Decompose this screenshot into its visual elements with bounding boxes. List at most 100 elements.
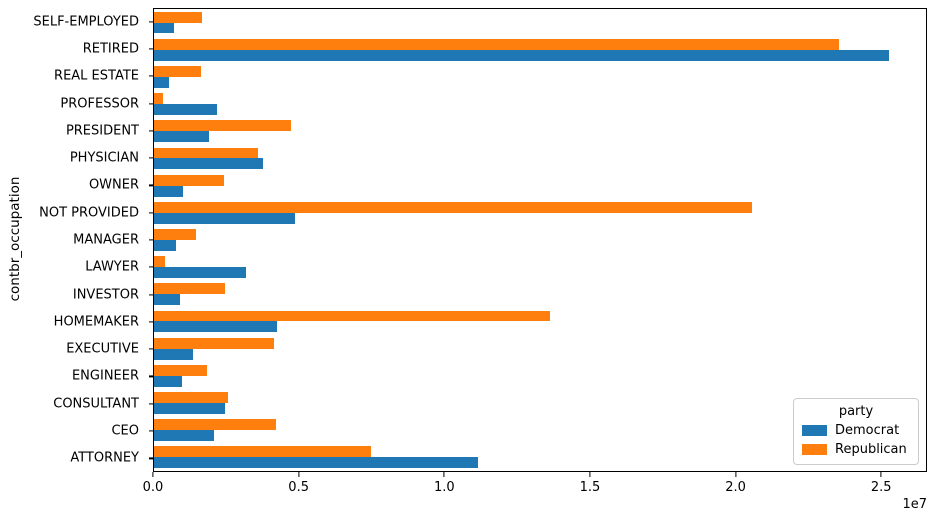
y-tick-mark: [149, 75, 153, 77]
bar-group: [154, 145, 926, 172]
bar-democrat: [154, 212, 296, 224]
bar-republican: [154, 11, 202, 23]
bar-democrat: [154, 22, 174, 34]
bar-democrat: [154, 104, 217, 115]
bar-democrat: [154, 402, 226, 414]
legend-title: party: [838, 404, 874, 419]
y-tick-mark: [149, 157, 153, 159]
bar-republican: [154, 337, 275, 349]
y-category-label: MANAGER: [73, 232, 139, 248]
x-tick-mark: [443, 472, 445, 477]
bar-republican: [154, 147, 259, 159]
legend-label-republican: Republican: [835, 442, 907, 457]
bar-republican: [154, 256, 166, 268]
bar-republican: [154, 283, 225, 295]
y-category-label: ENGINEER: [71, 368, 139, 384]
bar-group: [154, 389, 926, 416]
bar-group: [154, 36, 926, 63]
bar-republican: [154, 201, 752, 213]
bar-republican: [154, 229, 196, 240]
y-tick-mark: [149, 430, 153, 432]
y-category-label: ATTORNEY: [70, 450, 139, 466]
y-tick-mark: [149, 130, 153, 132]
x-tick-label: 0.0: [142, 480, 164, 495]
y-tick-mark: [149, 48, 153, 50]
bar-republican: [154, 419, 277, 431]
x-tick-label: 1.5: [579, 480, 601, 495]
bar-republican: [154, 174, 224, 186]
y-category-label: INVESTOR: [72, 287, 139, 303]
y-category-label: HOMEMAKER: [53, 314, 139, 330]
x-tick-mark: [152, 472, 154, 477]
bar-democrat: [154, 185, 184, 197]
bar-group: [154, 335, 926, 362]
y-tick-mark: [149, 293, 153, 296]
legend-swatch-republican: [802, 444, 827, 455]
bar-democrat: [154, 321, 278, 333]
bar-democrat: [154, 457, 478, 469]
bar-republican: [154, 38, 839, 50]
y-tick-mark: [149, 239, 153, 241]
bar-republican: [154, 446, 372, 458]
y-tick-mark: [149, 457, 153, 459]
y-category-label: PROFESSOR: [60, 96, 139, 112]
legend: party Democrat Republican: [793, 398, 919, 465]
bar-group: [154, 308, 926, 335]
y-category-label: SELF-EMPLOYED: [33, 14, 139, 30]
bar-democrat: [154, 76, 170, 88]
y-tick-mark: [149, 348, 153, 350]
x-tick-mark: [298, 472, 300, 477]
y-tick-mark: [149, 266, 153, 268]
y-category-label: OWNER: [88, 177, 139, 193]
bar-group: [154, 444, 926, 471]
y-tick-mark: [149, 321, 153, 323]
y-tick-mark: [149, 375, 153, 378]
y-tick-mark: [149, 21, 153, 23]
bar-group: [154, 362, 926, 389]
bar-democrat: [154, 158, 263, 170]
y-category-label: PHYSICIAN: [69, 150, 139, 166]
bar-democrat: [154, 49, 890, 61]
y-tick-mark: [149, 212, 153, 214]
x-axis-offset-label: 1e7: [902, 497, 927, 512]
x-axis-ticks: [152, 472, 927, 477]
bar-democrat: [154, 131, 209, 143]
x-tick-label: 1.0: [433, 480, 455, 495]
plot-area: [153, 8, 927, 472]
bar-democrat: [154, 348, 194, 360]
bar-group: [154, 199, 926, 226]
x-tick-label: 2.5: [870, 480, 892, 495]
y-category-label: LAWYER: [85, 259, 139, 275]
bar-group: [154, 254, 926, 281]
x-tick-mark: [880, 472, 882, 477]
legend-swatch-democrat: [802, 425, 827, 436]
bar-group: [154, 281, 926, 308]
x-axis-tick-labels: 0.0 0.5 1.0 1.5 2.0 2.5: [143, 480, 927, 496]
bar-republican: [154, 93, 163, 105]
bar-republican: [154, 364, 207, 376]
bar-group: [154, 9, 926, 36]
y-category-label: CEO: [111, 423, 139, 439]
bar-group: [154, 91, 926, 118]
y-category-label: PRESIDENT: [65, 123, 139, 139]
bar-group: [154, 417, 926, 444]
x-tick-mark: [589, 472, 591, 477]
bar-group: [154, 226, 926, 253]
legend-item-republican: Republican: [802, 440, 910, 459]
y-tick-mark: [149, 102, 153, 105]
y-category-label: EXECUTIVE: [66, 341, 139, 357]
y-axis-ticks: [149, 8, 153, 472]
bar-group: [154, 118, 926, 145]
bar-republican: [154, 120, 292, 132]
x-tick-label: 2.0: [725, 480, 746, 495]
bar-democrat: [154, 294, 180, 306]
bar-group: [154, 63, 926, 90]
bar-republican: [154, 392, 228, 403]
y-axis-category-labels: SELF-EMPLOYED RETIRED REAL ESTATE PROFESSOR…: [0, 8, 146, 472]
y-category-label: REAL ESTATE: [54, 68, 139, 84]
bar-group: [154, 172, 926, 199]
bar-republican: [154, 310, 551, 322]
y-category-label: RETIRED: [82, 41, 139, 57]
bar-republican: [154, 66, 202, 77]
